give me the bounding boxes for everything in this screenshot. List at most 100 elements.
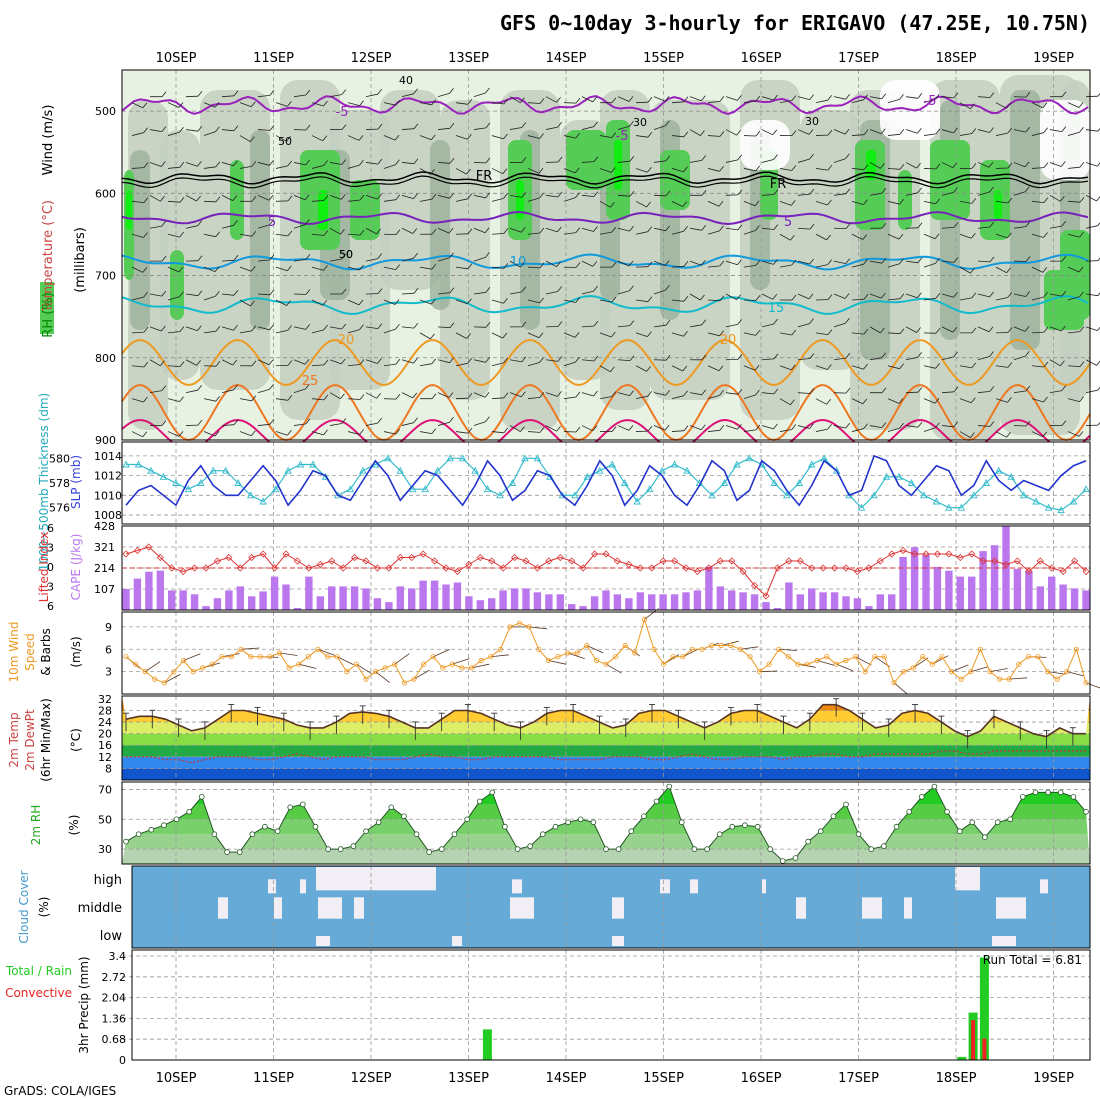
upper-ylabel-units: (millibars) bbox=[73, 227, 88, 293]
wind-barb-flag bbox=[1042, 267, 1048, 273]
wind-barb-flag bbox=[773, 154, 778, 160]
wind-barb bbox=[833, 260, 846, 264]
wind-barb bbox=[617, 194, 631, 197]
thickness-point bbox=[1007, 472, 1015, 480]
wind-barb-flag bbox=[719, 96, 725, 102]
rh2m-point bbox=[742, 822, 748, 828]
lifted-index-point bbox=[922, 550, 930, 558]
wind-barb-flag bbox=[737, 354, 743, 360]
wind-barb-flag bbox=[430, 298, 436, 305]
pressure-tick-label: 900 bbox=[95, 434, 116, 447]
thickness-point bbox=[920, 491, 928, 499]
wind-barb bbox=[959, 431, 971, 438]
wind10-point bbox=[133, 661, 139, 667]
wind-barb bbox=[527, 232, 540, 235]
wind-barb-flag bbox=[340, 228, 345, 235]
wind-barb-flag bbox=[755, 295, 761, 301]
lifted-index-point bbox=[259, 550, 267, 558]
wind-barb-flag bbox=[268, 194, 274, 201]
rh2m-point bbox=[388, 804, 395, 811]
wind-barb-flag bbox=[449, 287, 455, 293]
temp-ylabel-1: 2m Temp bbox=[7, 712, 21, 767]
wind-barb bbox=[869, 192, 882, 196]
wind-barb-flag bbox=[647, 261, 653, 267]
wind-barb bbox=[779, 168, 792, 171]
wind-barb bbox=[689, 425, 702, 431]
wind-barb-flag bbox=[989, 351, 994, 357]
wind-barb-flag bbox=[377, 193, 382, 200]
wind10-barb bbox=[1085, 682, 1100, 689]
wind-barb bbox=[221, 194, 233, 201]
wind-barb-flag bbox=[448, 392, 454, 398]
wind-barb-flag bbox=[359, 324, 364, 330]
wind-barb bbox=[1085, 326, 1098, 331]
wind-barb-flag bbox=[1060, 196, 1065, 202]
wind-barb bbox=[815, 264, 828, 268]
wind-barb-flag bbox=[1079, 126, 1084, 133]
wind-barb-flag bbox=[773, 224, 779, 230]
date-label-bottom: 12SEP bbox=[351, 1071, 392, 1086]
wind-barb-flag bbox=[250, 300, 255, 307]
lifted-index-point bbox=[1048, 564, 1056, 572]
wind-barb-flag bbox=[232, 359, 238, 366]
rh2m-point bbox=[401, 813, 407, 820]
wind-barb-flag bbox=[413, 252, 418, 259]
lifted-index-point bbox=[682, 564, 690, 572]
wind10-barb bbox=[394, 653, 410, 665]
lifted-index-point bbox=[465, 560, 473, 569]
wind-barb bbox=[239, 135, 251, 142]
wind-barb bbox=[959, 102, 971, 110]
wind-tick-label: 6 bbox=[105, 643, 112, 656]
wind10-point bbox=[814, 657, 820, 664]
wind-barb bbox=[527, 102, 541, 104]
wind-barb bbox=[617, 125, 630, 130]
wind-barb bbox=[419, 266, 432, 270]
wind-barb-flag bbox=[737, 259, 742, 266]
wind-barb-flag bbox=[593, 191, 599, 197]
wind-barb bbox=[1031, 398, 1044, 403]
wind-barb-flag bbox=[395, 323, 400, 330]
wind-barb-flag bbox=[827, 129, 833, 136]
wind-barb bbox=[653, 160, 666, 163]
wind-barb-flag bbox=[376, 393, 381, 399]
wind-barb-flag bbox=[305, 418, 311, 425]
lifted-index-point bbox=[911, 550, 919, 558]
wind-barb-flag bbox=[575, 227, 581, 233]
wind-barb bbox=[599, 135, 612, 138]
thickness-point bbox=[1032, 497, 1040, 505]
wind-barb-flag bbox=[503, 392, 509, 399]
wind10-point bbox=[958, 676, 964, 682]
cape-bar bbox=[293, 608, 302, 610]
wind-barb bbox=[797, 392, 811, 394]
wind10-barb bbox=[740, 646, 759, 650]
rh2m-point bbox=[944, 808, 950, 815]
wind-barb-flag bbox=[971, 362, 977, 369]
slp-ylabel-thick: 1000~500mb Thickness (dm) bbox=[37, 393, 51, 571]
wind-barb-flag bbox=[179, 231, 184, 238]
wind-barb bbox=[833, 193, 846, 196]
wind-barb bbox=[815, 332, 828, 335]
wind-barb-flag bbox=[700, 424, 706, 430]
rh-clear-area bbox=[1040, 100, 1090, 180]
wind-barb-flag bbox=[809, 223, 815, 230]
wind-barb-flag bbox=[952, 162, 958, 168]
cape-frame bbox=[121, 525, 1091, 611]
wind-barb bbox=[329, 326, 342, 330]
wind-barb bbox=[833, 96, 846, 100]
cape-bar bbox=[568, 604, 576, 610]
wind-barb-flag bbox=[845, 317, 850, 324]
wind-barb-flag bbox=[449, 416, 454, 423]
wind10-point bbox=[459, 665, 465, 671]
wind-barb bbox=[635, 332, 648, 337]
thickness-point bbox=[583, 472, 592, 480]
cloud-high-block bbox=[268, 879, 276, 894]
wind-barb bbox=[887, 200, 900, 205]
wind-barb-flag bbox=[737, 319, 743, 325]
wind10-point bbox=[257, 654, 263, 660]
wind-barb bbox=[761, 392, 774, 395]
thickness-point bbox=[284, 466, 292, 474]
wind-barb-flag bbox=[178, 431, 184, 437]
wind-barb bbox=[617, 425, 630, 431]
lifted-index-point bbox=[819, 564, 827, 572]
